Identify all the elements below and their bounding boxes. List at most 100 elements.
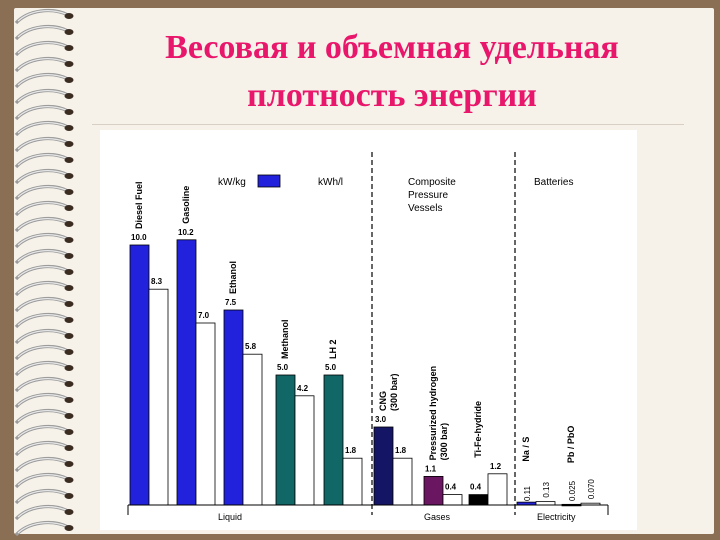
group-label-electricity: Electricity xyxy=(537,512,576,522)
bar-mass xyxy=(275,374,296,506)
spiral-coil-highlight xyxy=(17,90,67,102)
spiral-coil-highlight xyxy=(17,330,67,342)
binding-hole xyxy=(64,429,74,435)
spiral-coil-highlight xyxy=(17,74,67,86)
category-label: Na / S xyxy=(521,437,531,462)
bar-mass xyxy=(423,475,444,506)
data-label-volume: 8.3 xyxy=(151,277,163,286)
category-label: Gasoline xyxy=(181,186,191,224)
binding-hole xyxy=(64,93,74,99)
data-label-volume: 1.8 xyxy=(345,446,357,455)
legend-mass-swatch xyxy=(257,174,281,188)
bar-volume xyxy=(392,457,413,506)
section-header-batteries: Batteries xyxy=(534,177,573,188)
binding-hole xyxy=(64,173,74,179)
data-label-mass: 0.4 xyxy=(470,483,482,492)
binding-hole xyxy=(64,157,74,163)
spiral-coil-highlight xyxy=(17,250,67,262)
bars: 10.0 8.3 Diesel Fuel 10.2 7.0 Gasoline 7.5 5.8 E… xyxy=(129,181,601,507)
legend-volume-label: kWh/l xyxy=(318,177,343,188)
spiral-coil-highlight xyxy=(17,26,67,38)
binding-hole xyxy=(64,477,74,483)
binding-hole xyxy=(64,285,74,291)
bar-volume xyxy=(242,353,263,506)
binding-hole xyxy=(64,109,74,115)
spiral-coil-highlight xyxy=(17,202,67,214)
bar-volume xyxy=(195,322,216,506)
spiral-coil-highlight xyxy=(17,58,67,70)
section-header-line-1: Composite xyxy=(408,177,456,188)
spiral-coil-highlight xyxy=(17,266,67,278)
spiral-coil-highlight xyxy=(17,138,67,150)
spiral-coil-highlight xyxy=(17,474,67,486)
category-label: Ti-Fe-hydride xyxy=(473,401,483,458)
data-label-volume: 7.0 xyxy=(198,311,210,320)
energy-density-chart: kW/kg kWh/l Composite Pressure Vessels B… xyxy=(100,130,637,530)
binding-hole xyxy=(64,13,74,19)
binding-hole xyxy=(64,125,74,131)
binding-hole xyxy=(64,237,74,243)
spiral-coil-highlight xyxy=(17,346,67,358)
spiral-coil-highlight xyxy=(17,426,67,438)
binding-hole xyxy=(64,365,74,371)
binding-hole xyxy=(64,461,74,467)
bar-mass xyxy=(373,426,394,506)
binding-hole xyxy=(64,301,74,307)
category-label: Methanol xyxy=(280,320,290,360)
section-header-line-3: Vessels xyxy=(408,203,442,214)
binding-hole xyxy=(64,397,74,403)
bar-mass xyxy=(223,309,244,506)
spiral-coil-highlight xyxy=(17,42,67,54)
data-label-mass: 3.0 xyxy=(375,415,387,424)
spiral-coil-highlight xyxy=(17,442,67,454)
data-label-volume: 0.13 xyxy=(542,481,551,497)
spiral-coil-highlight xyxy=(17,234,67,246)
section-header-line-2: Pressure xyxy=(408,190,448,201)
spiral-coil-highlight xyxy=(17,394,67,406)
group-label-gases: Gases xyxy=(424,512,451,522)
group-label-liquid: Liquid xyxy=(218,512,242,522)
data-label-volume: 0.070 xyxy=(587,479,596,500)
spiral-coil-highlight xyxy=(17,154,67,166)
title-line-2: плотность энергии xyxy=(247,77,537,114)
category-label: Diesel Fuel xyxy=(134,181,144,229)
binding-hole xyxy=(64,445,74,451)
bar-mass xyxy=(129,244,150,506)
bar-mass xyxy=(176,239,197,506)
binding-hole xyxy=(64,141,74,147)
binding-hole xyxy=(64,269,74,275)
binding-hole xyxy=(64,509,74,515)
spiral-coil-highlight xyxy=(17,106,67,118)
bar-mass xyxy=(468,494,489,506)
data-label-volume: 1.8 xyxy=(395,446,407,455)
bar-volume xyxy=(487,473,508,506)
data-label-mass: 5.0 xyxy=(325,363,337,372)
binding-hole xyxy=(64,525,74,531)
title-divider xyxy=(92,124,684,125)
spiral-coil-highlight xyxy=(17,170,67,182)
category-label: Pressurized hydrogen(300 bar) xyxy=(428,366,449,461)
binding-hole xyxy=(64,493,74,499)
spiral-coil-highlight xyxy=(17,458,67,470)
data-label-mass: 7.5 xyxy=(225,298,237,307)
binding-hole xyxy=(64,333,74,339)
bar-volume xyxy=(442,494,463,506)
binding-hole xyxy=(64,381,74,387)
legend-mass-label: kW/kg xyxy=(218,177,246,188)
binding-hole xyxy=(64,221,74,227)
binding-hole xyxy=(64,77,74,83)
category-label: CNG(300 bar) xyxy=(378,373,399,411)
bar-volume xyxy=(148,288,169,506)
data-label-volume: 0.4 xyxy=(445,483,457,492)
binding-hole xyxy=(64,189,74,195)
spiral-coil-highlight xyxy=(17,282,67,294)
section-composite-pressure-vessels: Composite Pressure Vessels xyxy=(408,177,456,214)
spiral-coil-highlight xyxy=(17,122,67,134)
data-label-volume: 1.2 xyxy=(490,462,502,471)
spiral-coil-highlight xyxy=(17,314,67,326)
spiral-coil-highlight xyxy=(17,186,67,198)
bar-volume xyxy=(535,501,556,506)
bar-volume xyxy=(294,395,315,506)
binding-hole xyxy=(64,61,74,67)
data-label-volume: 4.2 xyxy=(297,384,309,393)
